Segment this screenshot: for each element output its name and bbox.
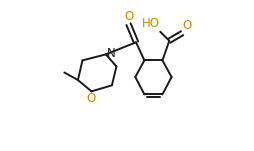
Text: O: O bbox=[86, 92, 96, 105]
Text: O: O bbox=[124, 10, 133, 23]
Text: HO: HO bbox=[141, 17, 160, 30]
Text: O: O bbox=[183, 19, 192, 32]
Text: N: N bbox=[107, 47, 116, 60]
